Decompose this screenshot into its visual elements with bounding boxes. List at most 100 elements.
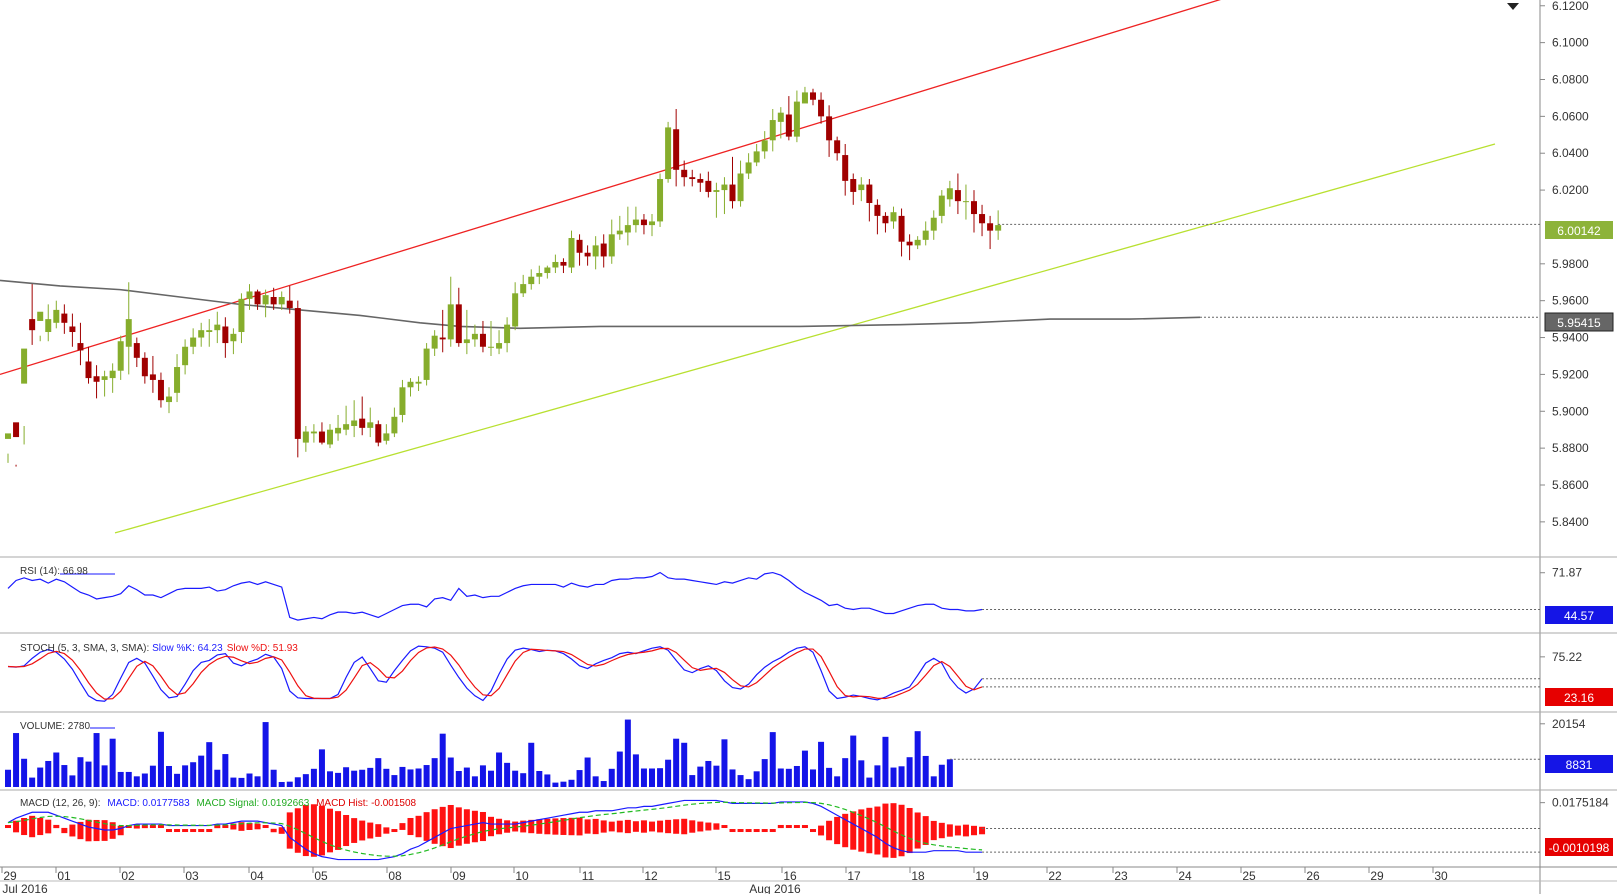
volume-bar (922, 755, 929, 787)
macd-hist-bar (576, 817, 583, 836)
candle-body (657, 179, 664, 222)
volume-bar (681, 742, 688, 787)
candle-body (866, 184, 873, 203)
candle-body (584, 252, 591, 257)
macd-hist-bar (624, 819, 631, 834)
volume-bar (705, 760, 712, 787)
volume-bar (101, 765, 108, 787)
candle-body (753, 151, 760, 163)
volume-bar (568, 779, 575, 787)
candle-body (166, 396, 172, 403)
macd-hist-bar (737, 829, 744, 833)
candle-body (230, 333, 237, 342)
volume-bar (737, 775, 744, 787)
candle-body (262, 295, 269, 305)
rsi-tick-label: 71.87 (1552, 566, 1582, 580)
candle-body (962, 201, 969, 203)
macd-hist-bar (85, 819, 92, 842)
macd-hist-bar (343, 815, 350, 847)
macd-hist-bar (729, 829, 736, 833)
candle-body (681, 169, 688, 178)
time-tick-label: 09 (452, 869, 466, 883)
macd-hist-bar (29, 815, 36, 838)
macd-hist-bar (745, 829, 752, 833)
volume-bar (504, 762, 511, 787)
volume-bar (624, 719, 631, 787)
stoch-badge (1545, 688, 1613, 706)
macd-hist-bar (874, 806, 881, 855)
candle-body (141, 357, 148, 377)
candle-body (818, 99, 825, 117)
price-tick-label: 6.0200 (1552, 183, 1589, 197)
volume-bar (310, 768, 317, 787)
moving-average (0, 279, 1540, 330)
candle-body (971, 201, 977, 215)
stoch-d-line (7, 646, 983, 700)
stoch-d-label: Slow %D: 51.93 (227, 643, 299, 654)
candle-body (761, 140, 768, 152)
candle-body (504, 324, 511, 344)
candlestick-series (5, 86, 1540, 467)
volume-bar (479, 765, 486, 787)
volume-bar (608, 768, 615, 787)
candle-body (431, 335, 438, 349)
price-tick-label: 5.8400 (1552, 515, 1589, 529)
macd-hist-bar (793, 825, 800, 829)
candle-body (496, 343, 503, 349)
volume-bar (600, 781, 607, 787)
candle-body (568, 238, 575, 268)
volume-bar (230, 777, 237, 787)
volume-bar (842, 758, 849, 787)
macd-hist-bar (125, 825, 132, 829)
macd-hist-bar (375, 824, 382, 837)
volume-bar (447, 757, 454, 787)
candle-body (61, 313, 68, 323)
macd-hist-bar (415, 815, 422, 838)
volume-bar (729, 769, 736, 787)
macd-hist-bar (149, 825, 156, 829)
macd-hist-bar (600, 820, 607, 833)
volume-bar (914, 731, 921, 787)
macd-hist-bar (898, 804, 905, 857)
volume-bar (898, 766, 905, 787)
volume-bar (206, 742, 213, 787)
macd-hist-bar (882, 803, 889, 858)
candle-body (270, 296, 277, 305)
candle-body (222, 326, 229, 344)
candle-body (254, 291, 261, 305)
volume-bar (584, 757, 591, 787)
macd-hist-bar (810, 829, 816, 833)
candle-body (512, 293, 519, 327)
macd-hist-bar (552, 818, 559, 835)
volume-bar (697, 766, 704, 787)
candle-body (930, 217, 937, 231)
time-axis: 29 01 02 03 04 05 08 09 10 11 12 15 16 17 18 19 22 23 24 25… (0, 867, 1617, 894)
macd-panel: 0.0175184 (5, 796, 1609, 861)
candle-body (423, 348, 430, 380)
stoch-label-text: STOCH (5, 3, SMA, 3, SMA): (20, 643, 152, 654)
macd-hist-bar (447, 804, 454, 849)
candle-body (37, 311, 44, 321)
macd-hist-bar (922, 816, 929, 845)
volume-bar (37, 767, 44, 787)
candle-body (640, 219, 647, 226)
volume-bar (29, 777, 36, 787)
time-tick-label: 29 (1370, 869, 1384, 883)
candle-body (367, 422, 374, 428)
time-tick-label: 17 (847, 869, 861, 883)
candle-body (697, 179, 704, 183)
volume-bar (61, 765, 68, 787)
volume-bar (882, 736, 889, 787)
volume-bar (109, 738, 116, 787)
rsi-badge (1545, 606, 1613, 624)
candle-body (93, 376, 100, 382)
stoch-panel: 75.22 (7, 645, 1582, 702)
dropdown-arrow-icon[interactable] (1507, 3, 1519, 10)
macd-hist-bar (697, 821, 704, 832)
macd-hist-bar (133, 824, 140, 829)
rsi-line (7, 571, 983, 621)
candle-body (520, 284, 527, 294)
volume-bar (133, 776, 140, 787)
macd-label-prefix: MACD (12, 26, 9): (20, 798, 101, 809)
